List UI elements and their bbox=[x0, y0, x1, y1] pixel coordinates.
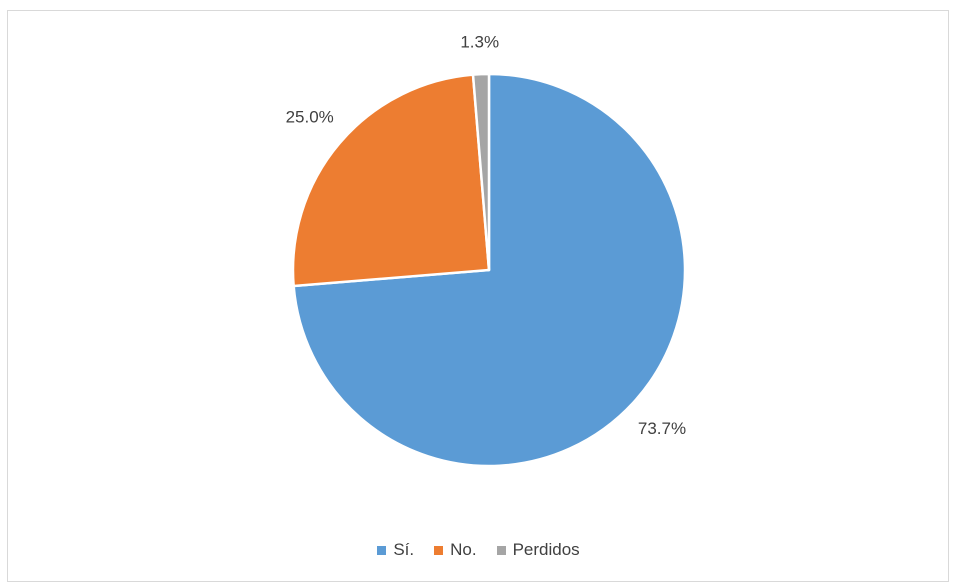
legend-swatch-si bbox=[377, 545, 387, 555]
legend-item-si: Sí. bbox=[377, 540, 414, 560]
data-label-si: 73.7% bbox=[638, 419, 686, 438]
legend-swatch-perdidos bbox=[496, 545, 506, 555]
legend-item-perdidos: Perdidos bbox=[496, 540, 580, 560]
legend-swatch-no bbox=[434, 545, 444, 555]
data-label-perdidos: 1.3% bbox=[460, 32, 499, 51]
pie-data-labels: 73.7% 25.0% 1.3% bbox=[286, 32, 686, 438]
pie-slice-perdidos bbox=[471, 72, 491, 272]
legend: Sí. No. Perdidos bbox=[0, 540, 957, 560]
legend-label-perdidos: Perdidos bbox=[512, 540, 580, 559]
pie-slice-no bbox=[291, 73, 491, 288]
legend-item-no: No. bbox=[434, 540, 477, 560]
legend-label-no: No. bbox=[450, 540, 477, 559]
data-label-no: 25.0% bbox=[286, 107, 334, 126]
legend-label-si: Sí. bbox=[393, 540, 415, 559]
pie-slices bbox=[291, 72, 687, 468]
